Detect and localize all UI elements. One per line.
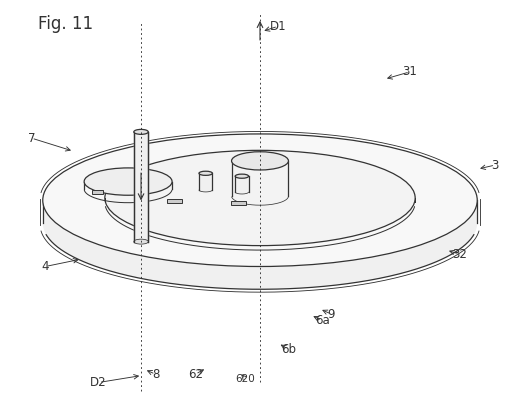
Text: 620: 620 — [236, 374, 255, 384]
Text: 7: 7 — [28, 132, 35, 145]
Ellipse shape — [134, 129, 148, 134]
Ellipse shape — [43, 134, 477, 266]
Ellipse shape — [231, 152, 289, 170]
Polygon shape — [235, 176, 249, 192]
Text: 3: 3 — [491, 158, 499, 171]
Ellipse shape — [235, 174, 249, 178]
Ellipse shape — [84, 168, 172, 195]
Text: 8: 8 — [152, 368, 159, 381]
Text: 32: 32 — [452, 248, 466, 261]
Text: 6a: 6a — [315, 314, 330, 327]
Polygon shape — [43, 200, 477, 289]
Ellipse shape — [105, 151, 415, 246]
Text: D1: D1 — [270, 20, 287, 33]
Text: 4: 4 — [42, 260, 49, 273]
Ellipse shape — [134, 239, 148, 244]
Ellipse shape — [199, 171, 212, 176]
FancyBboxPatch shape — [92, 190, 103, 194]
Polygon shape — [199, 173, 212, 190]
FancyBboxPatch shape — [230, 201, 246, 205]
Text: D2: D2 — [90, 376, 107, 389]
Text: Fig. 11: Fig. 11 — [37, 15, 93, 33]
FancyBboxPatch shape — [167, 198, 183, 203]
Text: 9: 9 — [328, 308, 335, 321]
Text: 31: 31 — [402, 65, 418, 78]
Text: 6b: 6b — [281, 343, 296, 356]
Polygon shape — [134, 132, 148, 241]
Text: 62: 62 — [188, 368, 203, 381]
